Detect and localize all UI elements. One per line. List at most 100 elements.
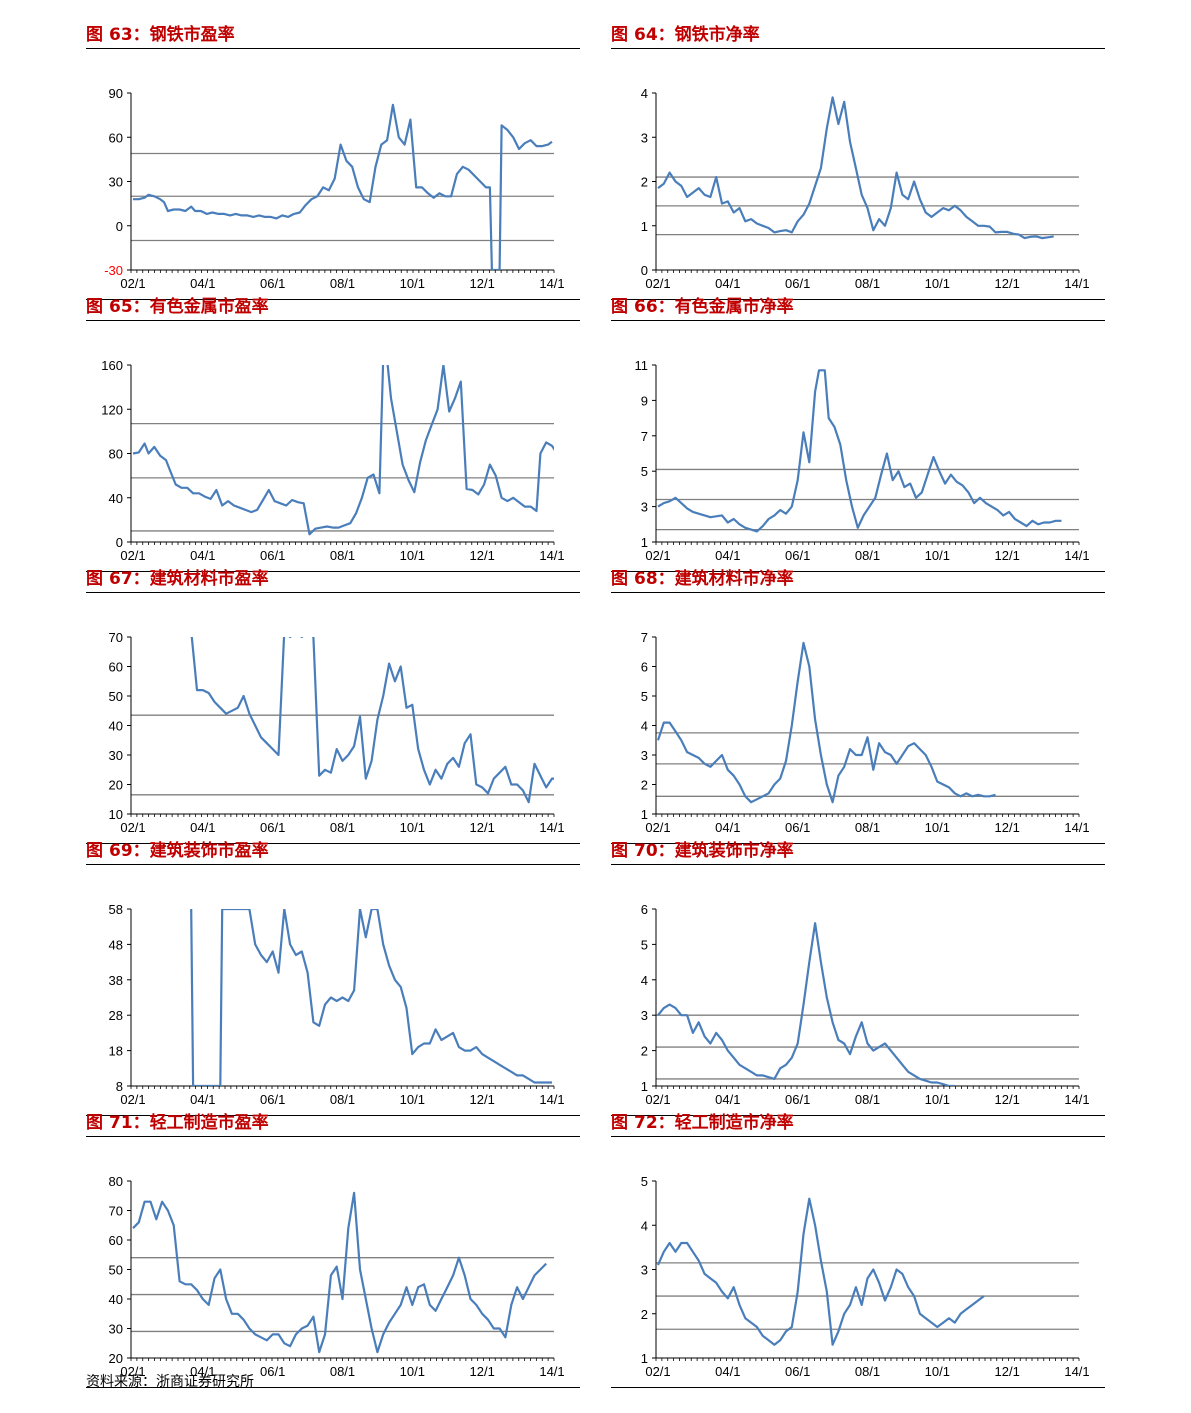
x-tick-label: 10/1 <box>925 820 950 835</box>
x-tick-label: 04/1 <box>190 820 215 835</box>
y-tick-label: 7 <box>641 429 648 444</box>
figure-name: 建筑装饰市盈率 <box>149 841 269 861</box>
series-line <box>656 641 996 804</box>
y-tick-label: 50 <box>109 1263 123 1278</box>
x-tick-label: 06/1 <box>260 1364 285 1379</box>
x-tick-label: 14/1 <box>539 1092 564 1107</box>
y-tick-label: 1 <box>641 1351 648 1366</box>
y-tick-label: 0 <box>116 219 123 234</box>
y-tick-label: 38 <box>109 973 123 988</box>
figure-name: 轻工制造市盈率 <box>149 1113 269 1133</box>
chart-title: 图 71：轻工制造市盈率 <box>86 1108 269 1133</box>
title-rule <box>86 1136 580 1137</box>
y-tick-label: 80 <box>109 1174 123 1189</box>
chart-title: 图 69：建筑装饰市盈率 <box>86 836 269 861</box>
x-tick-label: 06/1 <box>260 820 285 835</box>
y-tick-label: 8 <box>116 1079 123 1094</box>
y-tick-label: 28 <box>109 1008 123 1023</box>
y-tick-label: 5 <box>641 689 648 704</box>
line-chart: -30 0 30 60 90 02/1 04/1 06/1 08/1 10/1 12/1 14/1 <box>86 86 580 300</box>
series-line <box>190 637 554 804</box>
x-tick-label: 02/1 <box>120 276 145 291</box>
figure-number: 67： <box>109 569 150 589</box>
figure-prefix: 图 <box>86 297 103 317</box>
y-tick-label: 30 <box>109 748 123 763</box>
x-tick-label: 10/1 <box>400 1092 425 1107</box>
chart-title: 图 70：建筑装饰市净率 <box>611 836 794 861</box>
figure-prefix: 图 <box>86 25 103 45</box>
figure-number: 66： <box>634 297 675 317</box>
line-chart: 10 20 30 40 50 60 70 02/1 04/1 06/1 08/1 10/1 12/1 14… <box>86 630 580 844</box>
x-tick-label: 02/1 <box>645 276 670 291</box>
chart-title: 图 65：有色金属市盈率 <box>86 292 269 317</box>
figure-prefix: 图 <box>86 841 103 861</box>
x-tick-label: 02/1 <box>645 1092 670 1107</box>
title-rule <box>611 320 1105 321</box>
x-tick-label: 04/1 <box>715 276 740 291</box>
series-line <box>133 103 553 270</box>
y-tick-label: 2 <box>641 1044 648 1059</box>
y-tick-label: 120 <box>101 402 123 417</box>
figure-number: 71： <box>109 1113 150 1133</box>
x-tick-label: 10/1 <box>400 820 425 835</box>
figure-prefix: 图 <box>611 297 628 317</box>
figure-prefix: 图 <box>611 841 628 861</box>
x-tick-label: 12/1 <box>995 548 1020 563</box>
x-tick-label: 04/1 <box>715 820 740 835</box>
title-rule <box>611 864 1105 865</box>
x-tick-label: 12/1 <box>995 1364 1020 1379</box>
x-tick-label: 08/1 <box>330 820 355 835</box>
y-tick-label: 3 <box>641 130 648 145</box>
x-tick-label: 10/1 <box>925 548 950 563</box>
figure-name: 轻工制造市净率 <box>674 1113 794 1133</box>
figure-name: 有色金属市净率 <box>674 297 794 317</box>
x-tick-label: 14/1 <box>1064 1364 1089 1379</box>
figure-prefix: 图 <box>611 569 628 589</box>
x-tick-label: 12/1 <box>995 1092 1020 1107</box>
figure-prefix: 图 <box>611 25 628 45</box>
x-tick-label: 10/1 <box>925 1364 950 1379</box>
x-tick-label: 12/1 <box>470 276 495 291</box>
title-rule <box>86 48 580 49</box>
title-rule <box>611 1136 1105 1137</box>
y-tick-label: 2 <box>641 778 648 793</box>
x-tick-label: 12/1 <box>470 1364 495 1379</box>
y-tick-label: 10 <box>109 807 123 822</box>
y-tick-label: 4 <box>641 719 648 734</box>
y-tick-label: 6 <box>641 902 648 917</box>
line-chart: 0 1 2 3 4 02/1 04/1 06/1 08/1 10/1 12/1 14/1 <box>611 86 1105 300</box>
chart-title: 图 63：钢铁市盈率 <box>86 20 235 45</box>
line-chart: 20 30 40 50 60 70 80 02/1 04/1 06/1 08/1 10/1 12/1 14… <box>86 1174 580 1388</box>
y-tick-label: 40 <box>109 1292 123 1307</box>
x-tick-label: 02/1 <box>645 548 670 563</box>
y-tick-label: 5 <box>641 937 648 952</box>
y-tick-label: 40 <box>109 719 123 734</box>
x-tick-label: 06/1 <box>785 1364 810 1379</box>
x-tick-label: 14/1 <box>1064 1092 1089 1107</box>
x-tick-label: 08/1 <box>855 1364 880 1379</box>
x-tick-label: 02/1 <box>120 1092 145 1107</box>
figure-name: 钢铁市净率 <box>674 25 760 45</box>
x-tick-label: 14/1 <box>1064 820 1089 835</box>
x-tick-label: 12/1 <box>470 820 495 835</box>
x-tick-label: 14/1 <box>539 820 564 835</box>
line-chart: 8 18 28 38 48 58 02/1 04/1 06/1 08/1 10/1 12/1 14/1 <box>86 902 580 1116</box>
figure-number: 64： <box>634 25 675 45</box>
y-tick-label: 20 <box>109 778 123 793</box>
y-tick-label: 3 <box>641 1263 648 1278</box>
x-tick-label: 06/1 <box>785 820 810 835</box>
figure-name: 钢铁市盈率 <box>149 25 235 45</box>
y-tick-label: 1 <box>641 1079 648 1094</box>
y-tick-label: 60 <box>109 660 123 675</box>
x-tick-label: 06/1 <box>785 276 810 291</box>
title-rule <box>86 864 580 865</box>
y-tick-label: 5 <box>641 1174 648 1189</box>
source-note: 资料来源：浙商证券研究所 <box>86 1374 254 1390</box>
x-tick-label: 08/1 <box>855 276 880 291</box>
y-tick-label: 1 <box>641 807 648 822</box>
y-tick-label: 4 <box>641 973 648 988</box>
series-line <box>190 909 552 1086</box>
chart-title: 图 67：建筑材料市盈率 <box>86 564 269 589</box>
x-tick-label: 02/1 <box>645 820 670 835</box>
y-tick-label: 0 <box>116 535 123 550</box>
